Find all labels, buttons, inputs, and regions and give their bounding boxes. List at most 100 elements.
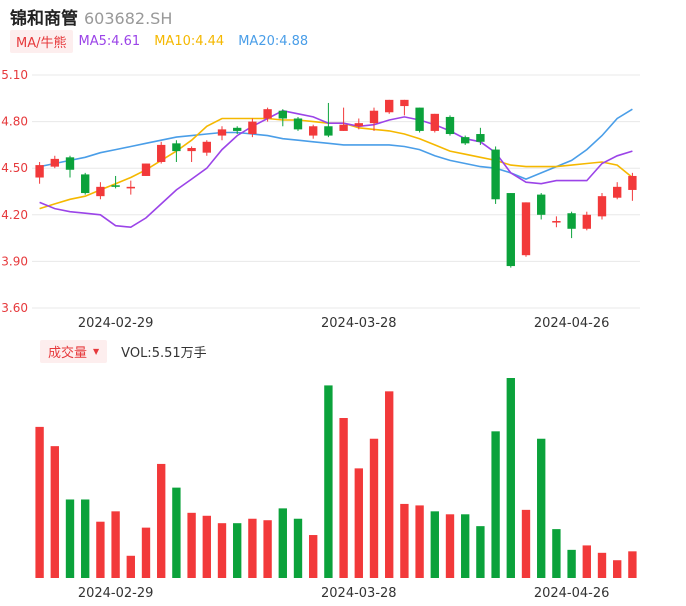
candle-body xyxy=(233,127,242,131)
ma20-line xyxy=(39,108,633,180)
candle-body xyxy=(202,141,211,153)
volume-bar xyxy=(385,391,394,578)
candle-body xyxy=(476,134,485,142)
ma20-label: MA20:4.88 xyxy=(238,33,309,49)
candle-body xyxy=(369,110,379,124)
candle-body xyxy=(385,99,394,113)
x-tick-label: 2024-04-26 xyxy=(534,316,610,331)
volume-bar xyxy=(628,551,637,578)
x-tick-label: 2024-03-28 xyxy=(321,316,397,331)
title-row: 锦和商管 603682.SH xyxy=(10,4,173,29)
volume-bar xyxy=(476,526,485,578)
candle-body xyxy=(506,193,515,267)
candle-body xyxy=(324,126,333,136)
candle-body xyxy=(582,214,591,229)
stock-name: 锦和商管 xyxy=(10,9,78,29)
candle-body xyxy=(111,185,120,187)
volume-bar xyxy=(415,505,424,578)
candle-body xyxy=(400,99,409,107)
volume-bar xyxy=(202,515,211,578)
volume-toggle-button[interactable]: 成交量 ▼ xyxy=(40,339,108,363)
candle-body xyxy=(293,118,303,130)
x-tick-label: 2024-04-26 xyxy=(534,586,610,601)
volume-bar xyxy=(567,549,576,578)
candle-body xyxy=(278,110,287,119)
volume-bar xyxy=(293,518,303,578)
candle-body xyxy=(491,149,500,200)
volume-bar xyxy=(552,529,561,578)
volume-bar xyxy=(233,523,242,578)
candle-body xyxy=(537,194,546,215)
candle-body xyxy=(65,157,75,170)
caret-down-icon: ▼ xyxy=(93,346,100,356)
candle-body xyxy=(521,202,531,256)
y-tick-label: 3.90 xyxy=(1,254,28,268)
y-tick-label: 5.10 xyxy=(1,68,28,82)
candle-body xyxy=(628,175,637,190)
candle-body xyxy=(339,124,348,131)
volume-bar xyxy=(309,535,318,578)
volume-legend: 成交量 ▼ VOL:5.51万手 xyxy=(40,339,207,363)
volume-bar xyxy=(35,426,44,578)
candle-body xyxy=(96,186,105,197)
candle-body xyxy=(263,109,272,119)
ma-toggle-button[interactable]: MA/牛熊 xyxy=(10,29,73,53)
volume-bar xyxy=(65,499,75,578)
y-tick-label: 4.50 xyxy=(1,161,28,175)
volume-bar xyxy=(537,438,546,578)
volume-bar xyxy=(491,431,500,578)
volume-bar xyxy=(339,418,348,578)
candle-body xyxy=(187,148,196,152)
candle-body xyxy=(35,165,44,178)
candle-body xyxy=(552,221,561,223)
candle-body xyxy=(141,163,151,176)
candle-body xyxy=(597,196,607,217)
y-tick-label: 4.20 xyxy=(1,208,28,222)
volume-bar xyxy=(521,509,531,578)
volume-bar xyxy=(324,385,333,578)
volume-bar xyxy=(187,512,196,578)
candle-body xyxy=(217,129,227,136)
x-tick-label: 2024-02-29 xyxy=(78,316,154,331)
volume-bar xyxy=(369,438,379,578)
candle-body xyxy=(461,137,470,144)
x-tick-label: 2024-03-28 xyxy=(321,586,397,601)
ma-legend: MA/牛熊 MA5:4.61 MA10:4.44 MA20:4.88 xyxy=(10,29,322,53)
volume-bar xyxy=(263,520,272,578)
volume-bar xyxy=(126,555,135,578)
volume-bar xyxy=(400,503,409,578)
candle-body xyxy=(309,126,318,136)
stock-code: 603682.SH xyxy=(84,9,173,28)
candle-body xyxy=(172,143,181,152)
ma10-label: MA10:4.44 xyxy=(154,33,225,49)
candle-body xyxy=(613,186,622,198)
y-tick-label: 3.60 xyxy=(1,301,28,315)
x-tick-label: 2024-02-29 xyxy=(78,586,154,601)
volume-bar xyxy=(96,521,105,578)
volume-bar xyxy=(172,487,181,578)
volume-bar xyxy=(430,511,439,578)
volume-bar xyxy=(461,514,470,578)
volume-bar xyxy=(217,523,227,578)
ma5-line xyxy=(39,109,633,229)
candle-body xyxy=(50,158,59,167)
volume-bar xyxy=(445,514,455,578)
volume-bar xyxy=(111,511,120,578)
volume-bar xyxy=(582,545,591,578)
volume-bar xyxy=(597,552,607,578)
volume-toggle-label: 成交量 xyxy=(48,345,88,361)
candle-body xyxy=(126,186,135,189)
volume-bar xyxy=(157,463,166,578)
volume-bar xyxy=(50,446,59,578)
candle-body xyxy=(415,107,424,131)
ma5-label: MA5:4.61 xyxy=(78,33,141,49)
candle-body xyxy=(567,213,576,229)
y-tick-label: 4.80 xyxy=(1,115,28,129)
volume-bar xyxy=(613,560,622,578)
candle-body xyxy=(445,116,455,135)
volume-bar xyxy=(278,508,287,578)
volume-value: VOL:5.51万手 xyxy=(121,345,207,361)
volume-bar xyxy=(506,378,515,578)
volume-bar xyxy=(354,468,363,578)
candle-body xyxy=(354,123,363,127)
